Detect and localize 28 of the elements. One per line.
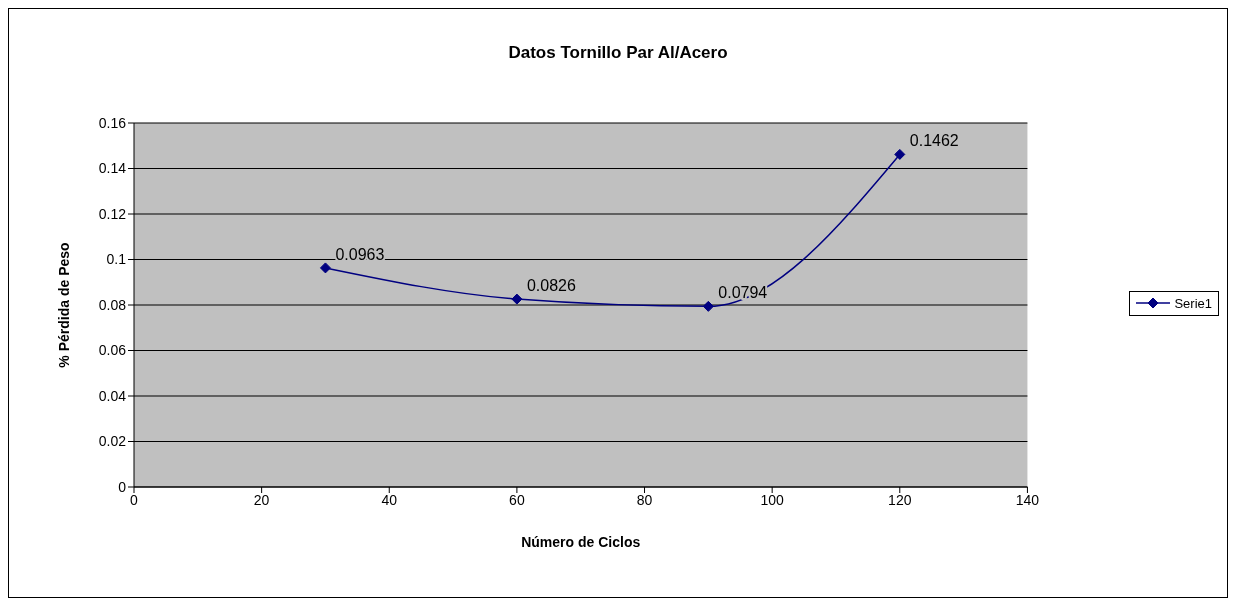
y-tick-label: 0.08 xyxy=(98,296,127,313)
x-tick-label: 20 xyxy=(253,491,270,508)
x-tick-label: 140 xyxy=(1015,491,1040,508)
y-tick-label: 0.14 xyxy=(98,160,127,177)
data-label: 0.0963 xyxy=(335,245,385,263)
x-axis-title: Número de Ciclos xyxy=(521,534,641,550)
x-tick-label: 80 xyxy=(636,491,653,508)
x-tick-label: 40 xyxy=(381,491,398,508)
x-tick-label: 120 xyxy=(888,491,912,508)
y-tick-label: 0.16 xyxy=(98,114,127,131)
legend-label: Serie1 xyxy=(1174,295,1212,311)
x-tick-label: 60 xyxy=(509,491,525,508)
y-tick-label: 0 xyxy=(118,478,127,495)
x-tick-label: 100 xyxy=(760,491,785,508)
point xyxy=(319,262,331,274)
point xyxy=(894,148,906,160)
chart-title: Datos Tornillo Par Al/Acero xyxy=(507,43,729,63)
y-tick-label: 0.12 xyxy=(98,205,127,222)
x-tick-label: 0 xyxy=(130,491,139,508)
y-axis-title: % Pérdida de Peso xyxy=(55,242,72,368)
y-tick-label: 0.06 xyxy=(98,342,127,359)
y-tick-label: 0.1 xyxy=(106,251,127,268)
y-tick-label: 0.04 xyxy=(98,387,127,404)
y-tick-label: 0.02 xyxy=(98,433,127,450)
point xyxy=(511,293,523,305)
data-label: 0.1462 xyxy=(909,132,959,150)
data-label: 0.0826 xyxy=(526,277,576,295)
point xyxy=(702,300,714,312)
